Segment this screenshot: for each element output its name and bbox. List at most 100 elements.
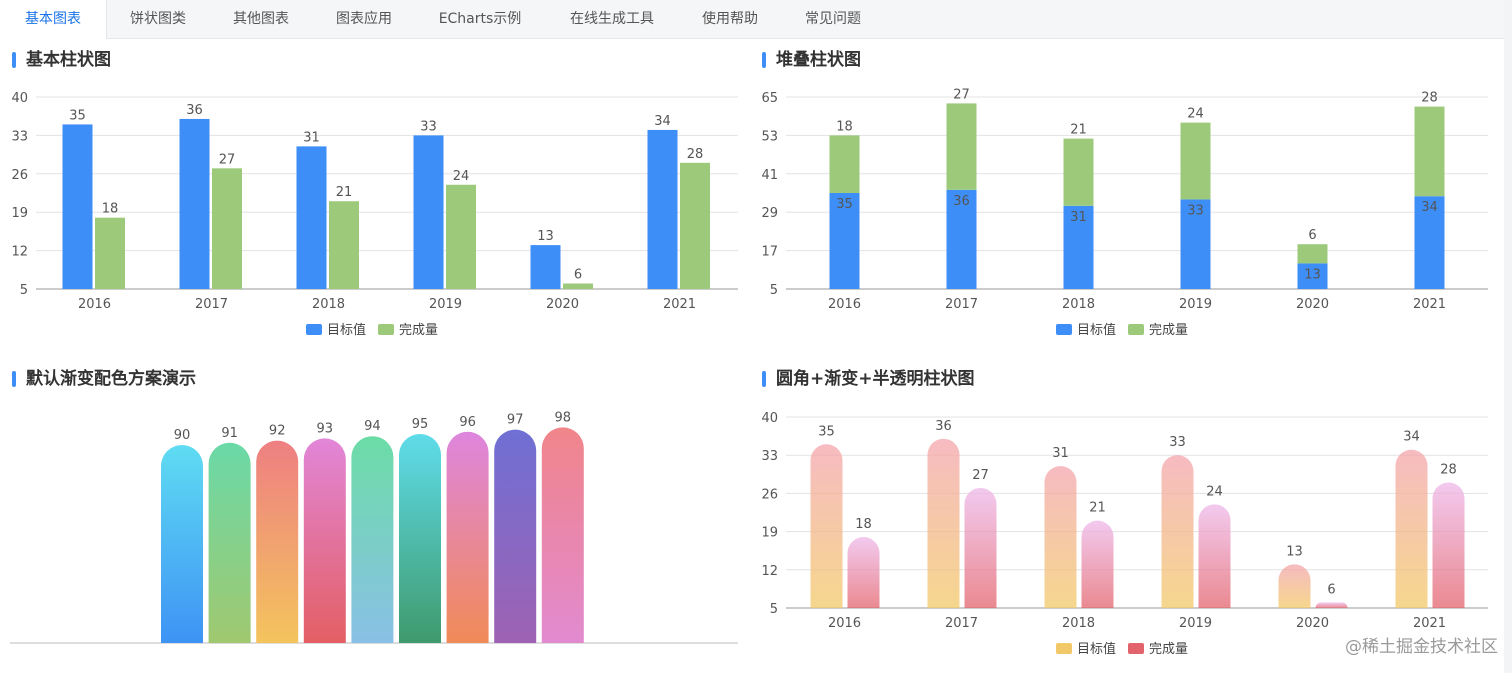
bar-target [413, 135, 444, 289]
bar-completed [329, 201, 359, 289]
legend-label: 完成量 [399, 323, 438, 338]
tab-chart-applications[interactable]: 图表应用 [336, 11, 392, 27]
y-tick-label: 26 [11, 168, 28, 183]
data-label: 90 [174, 428, 191, 443]
data-label: 34 [1403, 430, 1420, 445]
bar-completed [446, 184, 476, 289]
data-label: 34 [654, 114, 671, 129]
basic-bar-chart: 5 12 19 26 33 40 2016 2017 2018 2019 2020 2021 35 18 3… [11, 91, 738, 338]
legend-label: 目标值 [1077, 322, 1116, 338]
rounded-bar-completed [1315, 602, 1348, 608]
data-label: 18 [102, 202, 119, 217]
data-label: 18 [836, 119, 853, 134]
tab-echarts-examples[interactable]: ECharts示例 [438, 11, 522, 27]
panel-title-basic-bar: 基本柱状图 [12, 50, 111, 70]
legend-swatch [1056, 643, 1072, 654]
rounded-bar-target [1395, 449, 1428, 608]
rounded-bar-target [1278, 564, 1311, 608]
data-label: 33 [1187, 203, 1204, 218]
bar-target [62, 124, 93, 289]
bar-target [1180, 199, 1211, 289]
x-tick-label: 2020 [1296, 297, 1329, 312]
data-label: 33 [420, 119, 437, 134]
x-tick-label: 2017 [945, 297, 978, 312]
data-label: 94 [364, 419, 381, 434]
bar-completed [1297, 244, 1328, 264]
bar-completed [680, 162, 710, 289]
bar-target [946, 189, 977, 289]
data-label: 24 [1206, 484, 1223, 499]
data-label: 28 [1421, 91, 1438, 106]
data-label: 36 [935, 419, 952, 434]
gradient-bar [399, 434, 441, 643]
x-tick-label: 2017 [195, 297, 228, 312]
y-tick-label: 33 [761, 449, 778, 464]
gradient-bar [161, 445, 203, 643]
panel-title-rounded-gradient-bar: 圆角+渐变+半透明柱状图 [762, 369, 975, 389]
rounded-bar-completed [1081, 520, 1114, 608]
panel-title-stacked-bar: 堆叠柱状图 [762, 50, 861, 70]
data-label: 95 [412, 417, 429, 432]
tab-faq[interactable]: 常见问题 [805, 11, 861, 27]
bar-completed [1063, 138, 1094, 206]
gradient-bar [256, 440, 299, 643]
legend-swatch [378, 324, 394, 335]
data-label: 13 [1286, 544, 1303, 559]
gradient-bar [446, 431, 489, 643]
x-tick-label: 2018 [312, 297, 345, 312]
panel-title-gradient-demo: 默认渐变配色方案演示 [12, 369, 196, 389]
rounded-bar-target [810, 444, 843, 608]
legend-label: 目标值 [1077, 641, 1116, 657]
data-label: 31 [1052, 446, 1069, 461]
data-label: 96 [459, 415, 476, 430]
data-label: 27 [219, 152, 236, 167]
gradient-bar [208, 442, 251, 643]
gradient-bar [351, 436, 394, 643]
bar-completed [563, 283, 593, 289]
tab-pie-charts[interactable]: 饼状图类 [130, 11, 186, 27]
rounded-bar-completed [1432, 482, 1465, 608]
y-tick-label: 17 [761, 245, 778, 260]
data-label: 33 [1169, 435, 1186, 450]
data-label: 21 [336, 185, 353, 200]
data-label: 6 [1308, 228, 1316, 243]
data-label: 35 [818, 424, 835, 439]
data-label: 21 [1070, 123, 1087, 138]
legend-swatch [1128, 643, 1144, 654]
x-tick-label: 2020 [1296, 616, 1329, 631]
bar-completed [829, 135, 860, 193]
legend-label: 目标值 [327, 322, 366, 338]
rounded-bar-target [1161, 455, 1194, 608]
bar-completed [1414, 106, 1445, 197]
gradient-demo-chart: 90 91 92 93 94 95 96 97 98 [10, 410, 738, 644]
tab-online-generator[interactable]: 在线生成工具 [570, 11, 654, 27]
x-tick-label: 2019 [429, 297, 462, 312]
data-label: 35 [836, 197, 853, 212]
x-tick-label: 2016 [828, 297, 861, 312]
tab-help[interactable]: 使用帮助 [702, 11, 758, 27]
gradient-bar [494, 429, 537, 643]
tab-other-charts[interactable]: 其他图表 [233, 11, 289, 27]
x-tick-label: 2018 [1062, 616, 1095, 631]
data-label: 28 [687, 147, 704, 162]
data-label: 24 [1187, 107, 1204, 122]
data-label: 27 [953, 87, 970, 102]
stacked-bar-chart: 5 17 29 41 53 65 2016 2017 2018 2019 2020 2021 35 18 3… [761, 87, 1488, 338]
data-label: 31 [303, 130, 320, 145]
data-label: 93 [317, 421, 334, 436]
data-label: 28 [1440, 462, 1457, 477]
tab-basic-charts[interactable]: 基本图表 [0, 0, 107, 39]
rounded-bar-completed [1198, 504, 1231, 608]
legend-swatch [1056, 324, 1072, 335]
x-tick-label: 2021 [1413, 616, 1446, 631]
y-tick-label: 5 [770, 283, 778, 298]
data-label: 91 [221, 426, 238, 441]
data-label: 21 [1089, 501, 1106, 516]
x-tick-label: 2019 [1179, 616, 1212, 631]
data-label: 36 [953, 194, 970, 209]
data-label: 92 [269, 424, 286, 439]
rounded-bar-completed [847, 537, 880, 608]
bar-target [1297, 263, 1328, 289]
y-tick-label: 65 [761, 91, 778, 106]
bar-target [829, 193, 860, 289]
